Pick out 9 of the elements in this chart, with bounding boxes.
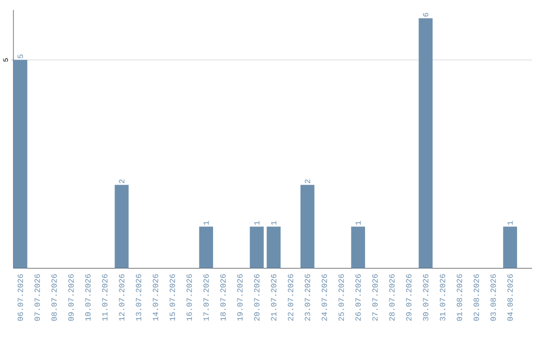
bar: [300, 185, 314, 268]
bar: [13, 60, 28, 268]
bar: [114, 185, 129, 268]
bar: [503, 226, 518, 268]
bar: [351, 226, 366, 268]
bar: [199, 226, 214, 268]
bar: [250, 226, 264, 268]
bar: [418, 18, 433, 268]
bar: [266, 226, 281, 268]
